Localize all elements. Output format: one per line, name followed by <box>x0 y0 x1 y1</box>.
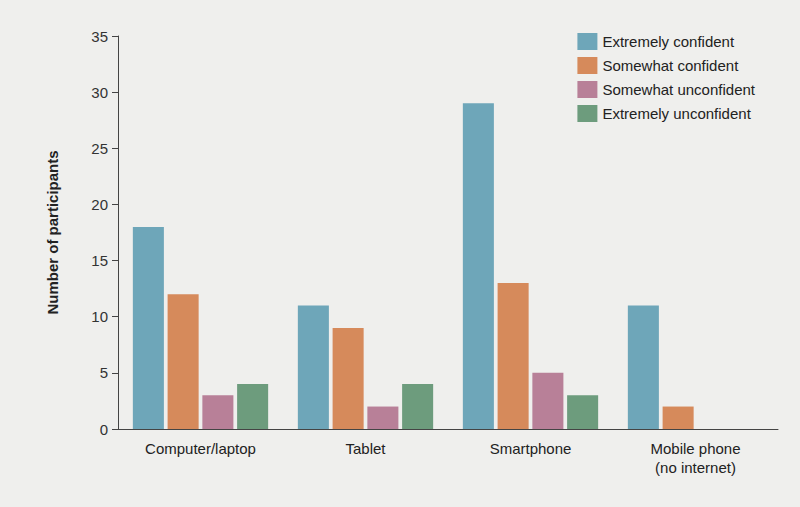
svg-text:0: 0 <box>100 421 108 438</box>
svg-text:5: 5 <box>100 364 108 381</box>
svg-text:Tablet: Tablet <box>345 440 386 457</box>
svg-text:20: 20 <box>91 196 108 213</box>
svg-text:Extremely unconfident: Extremely unconfident <box>602 105 751 122</box>
svg-text:25: 25 <box>91 140 108 157</box>
svg-text:Computer/laptop: Computer/laptop <box>145 440 256 457</box>
svg-text:15: 15 <box>91 252 108 269</box>
svg-text:35: 35 <box>91 28 108 45</box>
svg-text:Somewhat confident: Somewhat confident <box>602 57 739 74</box>
svg-text:Smartphone: Smartphone <box>490 440 572 457</box>
svg-text:(no internet): (no internet) <box>655 459 736 476</box>
svg-text:Somewhat unconfident: Somewhat unconfident <box>602 81 755 98</box>
svg-text:30: 30 <box>91 84 108 101</box>
svg-text:10: 10 <box>91 308 108 325</box>
svg-text:Extremely confident: Extremely confident <box>602 33 735 50</box>
svg-text:Mobile phone: Mobile phone <box>650 440 740 457</box>
svg-text:Number of participants: Number of participants <box>44 150 61 314</box>
